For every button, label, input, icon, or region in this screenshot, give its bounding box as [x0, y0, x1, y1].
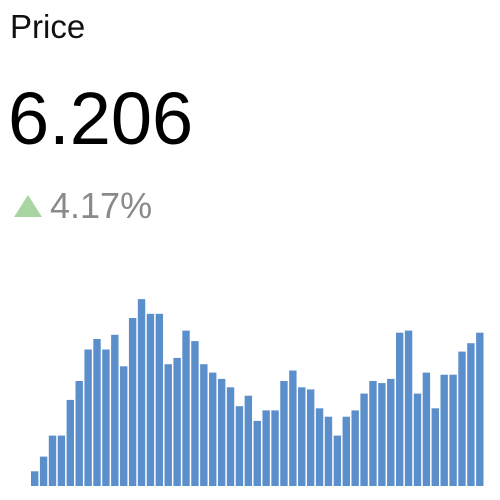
change-percent: 4.17% [50, 185, 153, 226]
bar [458, 351, 466, 486]
bar [476, 332, 484, 486]
bar [102, 349, 110, 486]
up-triangle-icon [14, 195, 42, 217]
bar [253, 420, 261, 486]
bar [324, 416, 333, 486]
bar [39, 456, 48, 486]
bar [404, 330, 413, 486]
bar [369, 381, 377, 486]
bar [467, 343, 475, 486]
bar [378, 383, 386, 486]
bar [173, 357, 181, 486]
bar [360, 393, 368, 486]
change-indicator: 4.17% [14, 186, 152, 226]
bar [191, 341, 199, 486]
bar [146, 313, 155, 486]
bar [182, 330, 190, 486]
bar [31, 471, 39, 486]
bar [262, 410, 270, 486]
bar [413, 393, 422, 486]
bar [57, 435, 66, 486]
bar [440, 374, 448, 486]
bar [164, 364, 172, 486]
bar [128, 318, 137, 486]
bar [431, 408, 439, 486]
bar [75, 381, 83, 486]
bar [387, 378, 395, 486]
bar [235, 406, 244, 486]
bar [209, 372, 217, 486]
bar [155, 313, 164, 486]
bars-group [31, 299, 484, 486]
bar [66, 399, 75, 486]
bar [298, 387, 306, 486]
bar [93, 339, 101, 486]
metric-label: Price [10, 8, 86, 45]
bar [120, 366, 128, 486]
bar [422, 372, 431, 486]
bar [217, 378, 226, 486]
bar [351, 410, 359, 486]
bar [111, 334, 119, 486]
bar [200, 364, 208, 486]
bar [280, 381, 288, 486]
bar [226, 387, 235, 486]
bar [271, 410, 279, 486]
bar [395, 332, 404, 486]
metric-value: 6.206 [8, 77, 194, 160]
bar [48, 435, 57, 486]
bar [449, 374, 457, 486]
bar [306, 389, 315, 486]
bar [244, 395, 253, 486]
bar [84, 349, 92, 486]
bar [315, 408, 324, 486]
bar [342, 416, 350, 486]
bar [333, 435, 342, 486]
bar [137, 299, 146, 486]
bar [289, 370, 297, 486]
price-bar-chart [31, 299, 484, 486]
